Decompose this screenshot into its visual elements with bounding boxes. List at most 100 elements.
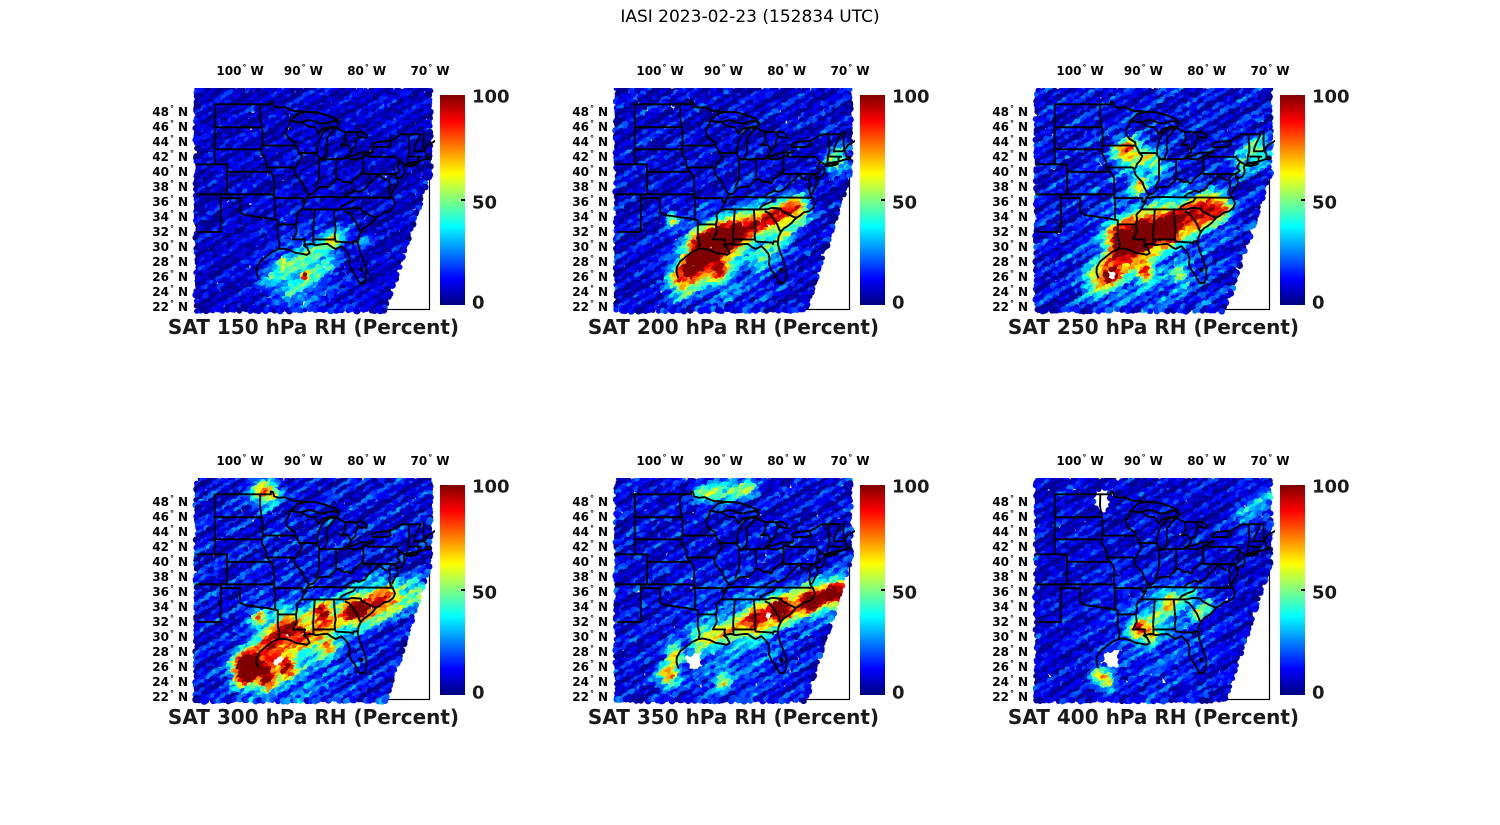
- degree-symbol: °: [1009, 643, 1014, 653]
- lat-tick-label: 42° N: [550, 149, 608, 164]
- lat-tick-label: 26° N: [550, 659, 608, 674]
- lat-hemisphere: N: [1017, 224, 1028, 239]
- lat-tick-value: 26: [572, 269, 589, 284]
- lat-hemisphere: N: [597, 209, 608, 224]
- degree-symbol: °: [848, 63, 853, 72]
- lat-tick-label: 22° N: [970, 689, 1028, 704]
- lat-tick-label: 26° N: [970, 659, 1028, 674]
- lat-tick-value: 48: [152, 104, 169, 119]
- degree-symbol: °: [1082, 453, 1087, 462]
- lat-tick-value: 22: [152, 299, 169, 314]
- lon-tick-value: 90: [703, 64, 721, 78]
- lat-hemisphere: N: [597, 224, 608, 239]
- lon-tick-value: 100: [1056, 64, 1082, 78]
- panel-title: SAT 400 hPa RH (Percent): [1007, 705, 1300, 729]
- lon-hemisphere: W: [1212, 454, 1227, 468]
- lon-hemisphere: W: [250, 64, 264, 78]
- degree-symbol: °: [589, 133, 594, 143]
- lat-hemisphere: N: [597, 284, 608, 299]
- degree-symbol: °: [169, 598, 174, 608]
- lat-tick-label: 46° N: [550, 119, 608, 134]
- lat-tick-label: 46° N: [970, 119, 1028, 134]
- degree-symbol: °: [589, 688, 594, 698]
- lat-hemisphere: N: [177, 149, 188, 164]
- lat-hemisphere: N: [1017, 584, 1028, 599]
- lat-tick-value: 46: [152, 509, 169, 524]
- lat-tick-label: 26° N: [970, 269, 1028, 284]
- degree-symbol: °: [1204, 453, 1209, 462]
- degree-symbol: °: [1009, 238, 1014, 248]
- lon-hemisphere: W: [1276, 64, 1290, 78]
- lat-tick-value: 30: [152, 239, 169, 254]
- degree-symbol: °: [589, 568, 594, 578]
- lat-tick-label: 36° N: [550, 584, 608, 599]
- lat-tick-value: 36: [152, 584, 169, 599]
- lon-hemisphere: W: [792, 454, 807, 468]
- degree-symbol: °: [169, 283, 174, 293]
- lat-tick-label: 24° N: [970, 284, 1028, 299]
- colorbar-tick-label: 100: [472, 86, 510, 108]
- lat-tick-value: 36: [572, 584, 589, 599]
- lat-tick-label: 40° N: [130, 554, 188, 569]
- lat-hemisphere: N: [1017, 509, 1028, 524]
- lat-hemisphere: N: [1017, 134, 1028, 149]
- lon-tick-value: 90: [1123, 64, 1141, 78]
- lat-hemisphere: N: [597, 554, 608, 569]
- lat-tick-label: 48° N: [130, 103, 188, 119]
- map-canvas: [1032, 478, 1275, 705]
- lon-tick-value: 90: [1123, 454, 1141, 468]
- lat-tick-value: 34: [572, 209, 589, 224]
- lat-tick-value: 28: [572, 254, 589, 269]
- lat-tick-value: 32: [152, 224, 169, 239]
- lat-hemisphere: N: [1017, 239, 1028, 254]
- lat-hemisphere: N: [177, 134, 188, 149]
- lat-tick-value: 42: [152, 149, 169, 164]
- lat-hemisphere: N: [597, 689, 608, 704]
- colorbar-tick-label: 50: [892, 582, 918, 604]
- lon-hemisphere: W: [856, 454, 870, 468]
- lat-tick-value: 48: [992, 494, 1009, 509]
- lon-hemisphere: W: [729, 64, 743, 78]
- degree-symbol: °: [1009, 178, 1014, 188]
- lon-tick-label: 100° W: [1048, 64, 1112, 79]
- lat-tick-value: 32: [992, 614, 1009, 629]
- lat-tick-label: 30° N: [130, 629, 188, 644]
- lon-tick-value: 70: [1250, 454, 1268, 468]
- lat-hemisphere: N: [1017, 599, 1028, 614]
- lat-hemisphere: N: [1017, 254, 1028, 269]
- colorbar-tick: [461, 199, 465, 201]
- lat-tick-value: 38: [152, 179, 169, 194]
- map-box: [1032, 478, 1275, 705]
- lat-tick-label: 28° N: [130, 254, 188, 269]
- degree-symbol: °: [589, 298, 594, 308]
- lat-tick-value: 46: [152, 119, 169, 134]
- lon-tick-value: 100: [216, 454, 242, 468]
- lat-tick-label: 38° N: [550, 179, 608, 194]
- lat-tick-label: 24° N: [550, 284, 608, 299]
- colorbar-tick: [461, 589, 465, 591]
- map-canvas: [612, 88, 855, 315]
- lat-tick-label: 32° N: [970, 614, 1028, 629]
- map-canvas: [192, 478, 435, 705]
- lat-hemisphere: N: [177, 239, 188, 254]
- degree-symbol: °: [169, 103, 174, 113]
- lat-tick-value: 44: [152, 134, 169, 149]
- lat-tick-label: 46° N: [550, 509, 608, 524]
- lon-hemisphere: W: [250, 454, 264, 468]
- degree-symbol: °: [589, 613, 594, 623]
- lat-tick-label: 22° N: [550, 298, 608, 314]
- degree-symbol: °: [1009, 253, 1014, 263]
- lat-tick-value: 32: [572, 614, 589, 629]
- degree-symbol: °: [589, 238, 594, 248]
- lon-tick-label: 90° W: [271, 64, 335, 79]
- colorbar-tick-label: 50: [1312, 582, 1338, 604]
- lat-hemisphere: N: [177, 509, 188, 524]
- map-panel-200: 100° W 90° W 80° W 70° W 48° N 46° N 44° N 42° N 40° N 38…: [550, 60, 950, 355]
- degree-symbol: °: [169, 148, 174, 158]
- lon-hemisphere: W: [1149, 454, 1163, 468]
- degree-symbol: °: [662, 63, 667, 72]
- lat-tick-value: 38: [572, 179, 589, 194]
- degree-symbol: °: [1009, 148, 1014, 158]
- lat-hemisphere: N: [597, 194, 608, 209]
- degree-symbol: °: [721, 453, 726, 462]
